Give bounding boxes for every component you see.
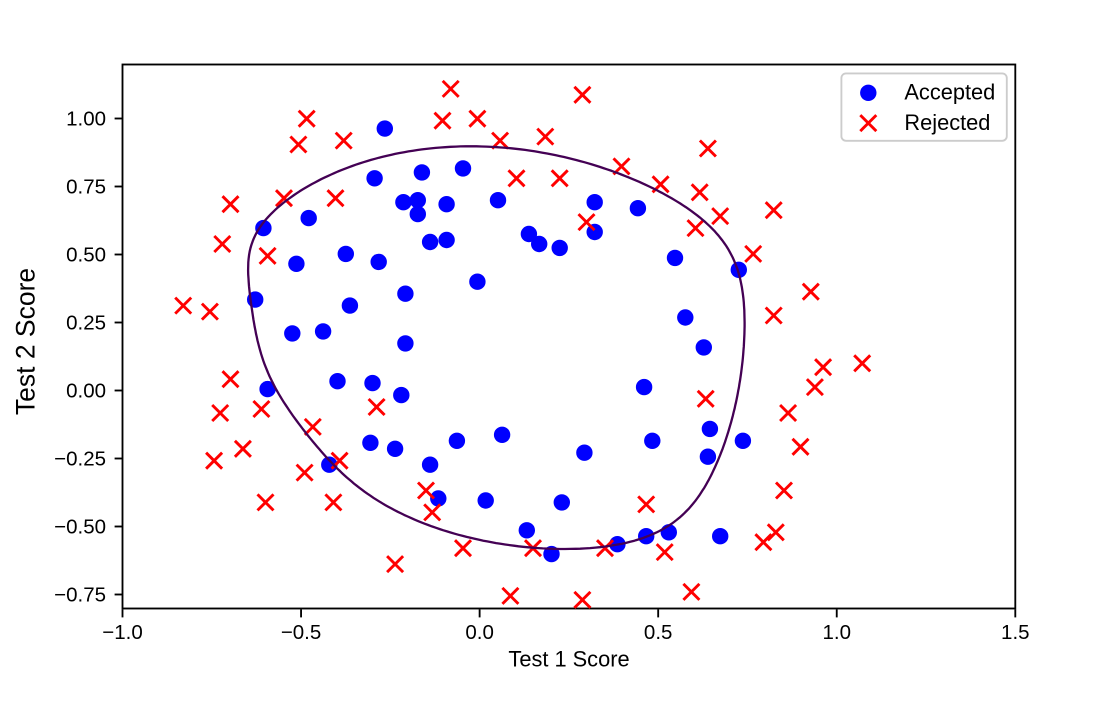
svg-text:0.0: 0.0 xyxy=(465,621,494,644)
svg-text:Test 1 Score: Test 1 Score xyxy=(508,647,629,672)
svg-text:Rejected: Rejected xyxy=(904,110,990,135)
svg-text:Test 2 Score: Test 2 Score xyxy=(11,268,41,415)
svg-text:1.5: 1.5 xyxy=(1001,621,1030,644)
svg-text:0.00: 0.00 xyxy=(66,380,106,403)
svg-text:−1.0: −1.0 xyxy=(102,621,142,644)
svg-text:−0.50: −0.50 xyxy=(54,516,106,539)
svg-text:1.00: 1.00 xyxy=(66,108,106,131)
svg-text:0.50: 0.50 xyxy=(66,244,106,267)
svg-text:0.25: 0.25 xyxy=(66,312,106,335)
svg-text:0.5: 0.5 xyxy=(644,621,673,644)
svg-text:−0.25: −0.25 xyxy=(54,448,106,471)
svg-text:−0.5: −0.5 xyxy=(281,621,321,644)
svg-text:1.0: 1.0 xyxy=(822,621,851,644)
svg-text:−0.75: −0.75 xyxy=(54,584,106,607)
svg-text:0.75: 0.75 xyxy=(66,176,106,199)
svg-text:Accepted: Accepted xyxy=(904,80,995,105)
